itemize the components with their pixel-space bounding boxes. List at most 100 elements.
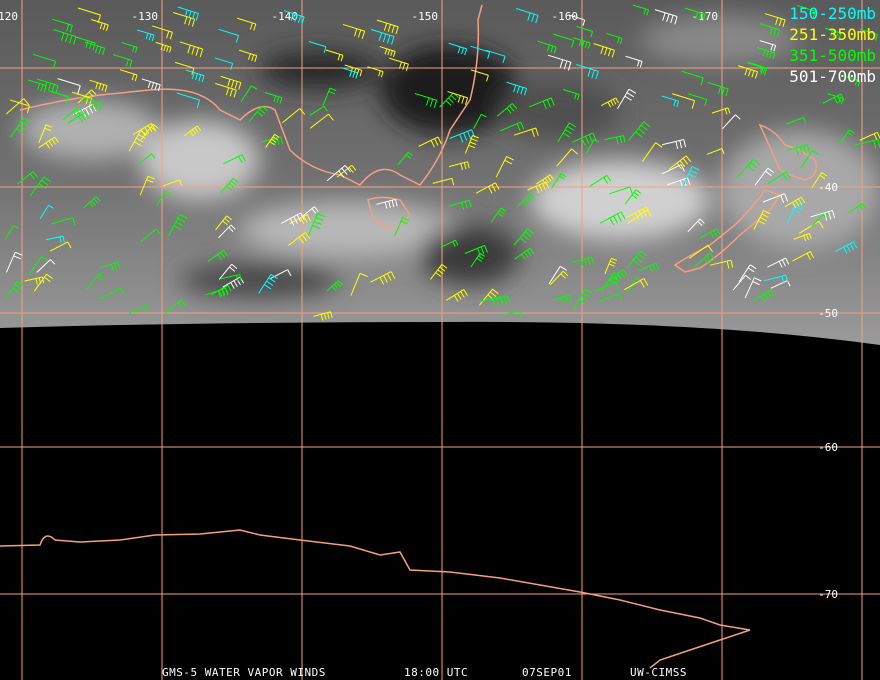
wind-barb (439, 92, 459, 108)
wind-barb (52, 18, 73, 33)
wind-barb (693, 253, 715, 268)
wind-barb (479, 296, 503, 306)
legend-entry: 351-500mb (789, 46, 876, 65)
wind-barb (616, 88, 637, 110)
wind-barb (811, 172, 828, 188)
wind-barb (506, 81, 528, 96)
wind-barb (654, 9, 678, 25)
wind-barb (222, 276, 245, 289)
wind-barb (53, 29, 77, 45)
wind-barb (309, 105, 328, 116)
wind-barb (661, 139, 687, 150)
wind-barb (220, 273, 242, 283)
wind-barb (503, 310, 522, 317)
wind-barb (432, 177, 455, 186)
wind-barb (77, 89, 97, 104)
wind-barbs (4, 4, 880, 321)
wind-barb (156, 190, 172, 206)
wind-barb (759, 23, 780, 37)
wind-barb (792, 251, 815, 262)
wind-barb (859, 28, 878, 41)
footer-time: 18:00 UTC (404, 666, 468, 679)
wind-barb (185, 69, 205, 83)
wind-barb (552, 294, 572, 304)
wind-barb (609, 186, 633, 195)
wind-barb (746, 62, 767, 76)
legend-entry: 251-350mb (789, 25, 876, 44)
wind-barb (164, 299, 186, 315)
wind-barb (283, 10, 305, 25)
wind-barb (810, 209, 836, 221)
wind-barb (91, 19, 109, 31)
wind-barb (218, 224, 236, 239)
wind-barb (89, 79, 108, 92)
wind-barb (485, 49, 506, 63)
wind-barb (119, 69, 138, 82)
antarctica-coast (0, 529, 751, 669)
wind-barb (786, 144, 810, 155)
wind-barb (464, 244, 488, 256)
footer-date: 07SEP01 (522, 666, 572, 679)
wind-barb (418, 136, 442, 148)
wind-barb (370, 271, 396, 285)
wind-barb (4, 225, 19, 240)
wind-barb (342, 23, 366, 39)
longitude-label: -120 (0, 10, 18, 23)
wind-barb (222, 154, 246, 165)
wind-barb (307, 213, 326, 236)
wind-barb (759, 40, 777, 52)
wind-barb (38, 136, 59, 149)
wind-barb (45, 235, 65, 243)
wind-barb (29, 176, 51, 197)
wind-barb (479, 288, 499, 306)
wind-barb (326, 165, 351, 182)
wind-barb (162, 179, 183, 187)
wind-barb (796, 4, 816, 18)
wind-barb (787, 202, 804, 224)
wind-barb (394, 217, 410, 236)
wind-barb (599, 211, 626, 226)
wind-barb (785, 117, 807, 125)
wind-barb (688, 93, 708, 107)
wind-barb (843, 75, 861, 87)
wind-barb (784, 196, 806, 209)
wind-barb (237, 17, 257, 31)
longitude-label: -150 (412, 10, 439, 23)
wind-barb (309, 113, 334, 129)
wind-barb (308, 40, 327, 53)
wind-barb (793, 232, 812, 242)
wind-barb (322, 87, 337, 107)
wind-barb (388, 57, 409, 71)
wind-barb (300, 206, 319, 219)
wind-barb (681, 166, 700, 188)
wind-barb (38, 124, 53, 143)
wind-barb (177, 6, 199, 21)
wind-barb (764, 274, 789, 284)
wind-barb (172, 11, 196, 27)
wind-barb (121, 41, 138, 53)
wind-barb (57, 78, 81, 94)
longitude-label: -130 (132, 10, 159, 23)
wind-barb (155, 41, 172, 53)
wind-barb (800, 149, 819, 169)
wind-barb (448, 42, 468, 56)
legend-entry: 150-250mb (789, 4, 876, 23)
wind-barb (470, 45, 491, 59)
wind-barb (490, 207, 507, 223)
wind-barb (75, 36, 96, 51)
wind-barb (138, 153, 156, 165)
wind-barb (99, 287, 125, 300)
wind-barb (625, 55, 643, 68)
wind-barb (762, 193, 788, 203)
wind-barb (37, 78, 59, 94)
nz-south-island (673, 189, 782, 273)
wind-barb (83, 196, 101, 209)
wind-barb (447, 91, 469, 105)
wind-barb (667, 177, 691, 188)
legend: 150-250mb 251-350mb 351-500mb 501-700mb (789, 4, 876, 86)
footer-product: GMS-5 WATER VAPOR WINDS (162, 666, 326, 679)
wind-barb (48, 90, 69, 104)
wind-barb (600, 293, 622, 302)
wind-barb (627, 209, 653, 225)
wind-barb (140, 228, 161, 242)
